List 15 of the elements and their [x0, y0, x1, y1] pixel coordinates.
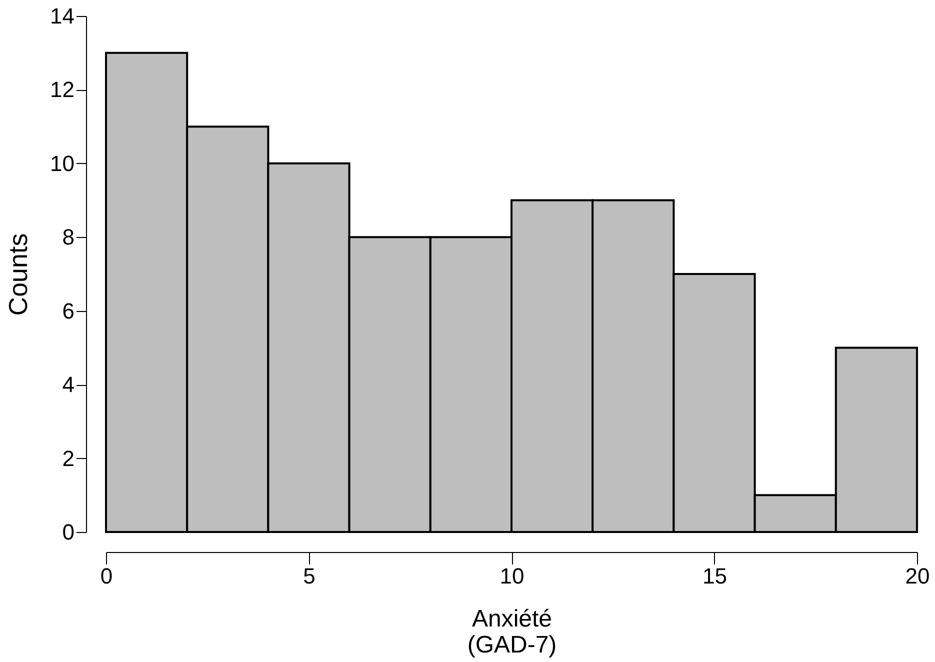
y-tick-label: 14 — [50, 4, 74, 28]
y-tick-label: 6 — [62, 298, 74, 324]
y-axis-title: Counts — [3, 233, 34, 316]
x-tick-label: 10 — [500, 564, 524, 588]
x-tick-label: 15 — [702, 564, 727, 588]
y-tick-label: 10 — [50, 150, 74, 176]
x-tick-label: 5 — [303, 564, 316, 588]
y-tick-label: 8 — [62, 224, 74, 250]
x-tick-label: 0 — [100, 564, 113, 588]
y-tick-label: 4 — [62, 372, 74, 398]
x-tick-label: 20 — [905, 564, 930, 588]
y-tick-label: 0 — [62, 520, 74, 544]
x-axis-title: Anxiété (GAD-7) — [467, 606, 557, 658]
y-tick-label: 12 — [50, 77, 74, 102]
y-tick-label: 2 — [62, 446, 74, 471]
